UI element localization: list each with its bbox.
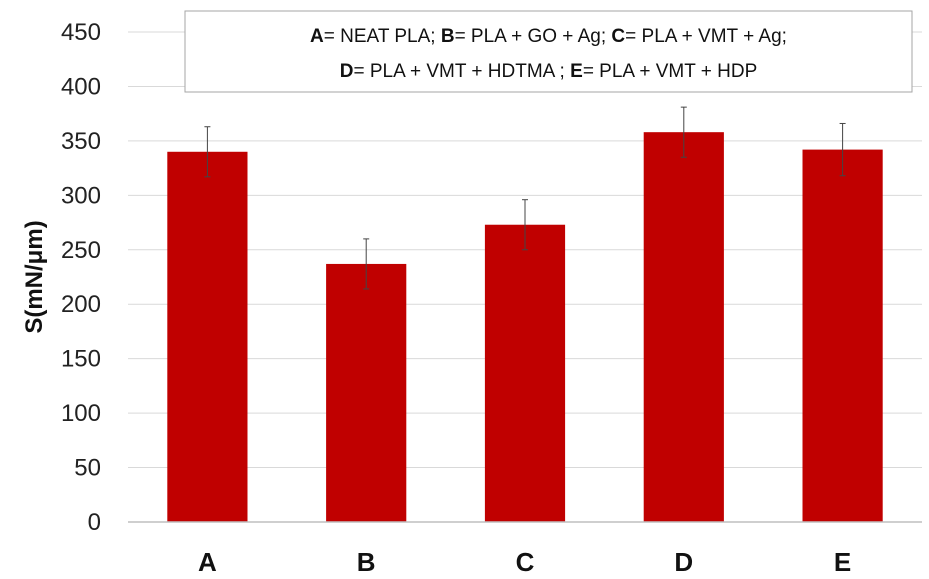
y-tick-label: 250 xyxy=(61,237,101,264)
y-axis-ticks: 0 50 100 150 200 250 300 350 400 450 xyxy=(61,19,101,536)
legend-description: = PLA + VMT + Ag; xyxy=(625,26,787,47)
legend-description: = PLA + VMT + HDP xyxy=(583,61,757,82)
y-tick-label: 100 xyxy=(61,400,101,427)
bar-a xyxy=(167,151,248,522)
error-bar-a xyxy=(204,126,211,178)
y-tick-label: 50 xyxy=(74,455,101,482)
legend-key: E xyxy=(570,61,583,82)
legend-description: = PLA + GO + Ag; xyxy=(455,26,612,47)
error-bar-d xyxy=(680,106,687,158)
x-category-label: D xyxy=(674,547,693,577)
x-category-label: E xyxy=(834,547,851,577)
y-tick-label: 450 xyxy=(61,19,101,46)
y-axis-label: S(mN/μm) xyxy=(21,220,48,333)
legend-line-1: A= NEAT PLA; B= PLA + GO + Ag; C= PLA + … xyxy=(310,26,787,47)
bar-d xyxy=(643,132,724,522)
legend-frame xyxy=(184,10,913,93)
legend-key: A xyxy=(310,26,324,47)
legend-key: D xyxy=(340,61,354,82)
bars xyxy=(167,132,883,522)
y-tick-label: 400 xyxy=(61,73,101,100)
bar-b xyxy=(326,263,407,522)
legend-line-2: D= PLA + VMT + HDTMA ; E= PLA + VMT + HD… xyxy=(340,61,758,82)
bar-e xyxy=(802,149,883,522)
x-axis-categories: A B C D E xyxy=(198,547,851,577)
y-tick-label: 300 xyxy=(61,182,101,209)
legend-description: = PLA + VMT + HDTMA ; xyxy=(353,61,570,82)
y-tick-label: 150 xyxy=(61,346,101,373)
legend-box: A= NEAT PLA; B= PLA + GO + Ag; C= PLA + … xyxy=(184,10,913,93)
x-category-label: B xyxy=(357,547,376,577)
y-tick-label: 200 xyxy=(61,291,101,318)
bar-c xyxy=(484,224,566,522)
legend-description: = NEAT PLA; xyxy=(324,26,441,47)
x-category-label: C xyxy=(516,547,535,577)
legend-key: C xyxy=(611,26,625,47)
y-tick-label: 0 xyxy=(88,509,101,536)
y-tick-label: 350 xyxy=(61,128,101,155)
x-category-label: A xyxy=(198,547,217,577)
error-bar-e xyxy=(839,122,846,177)
error-bars xyxy=(204,106,846,290)
legend-key: B xyxy=(441,26,455,47)
error-bar-c xyxy=(522,199,528,251)
error-bar-b xyxy=(363,238,370,290)
